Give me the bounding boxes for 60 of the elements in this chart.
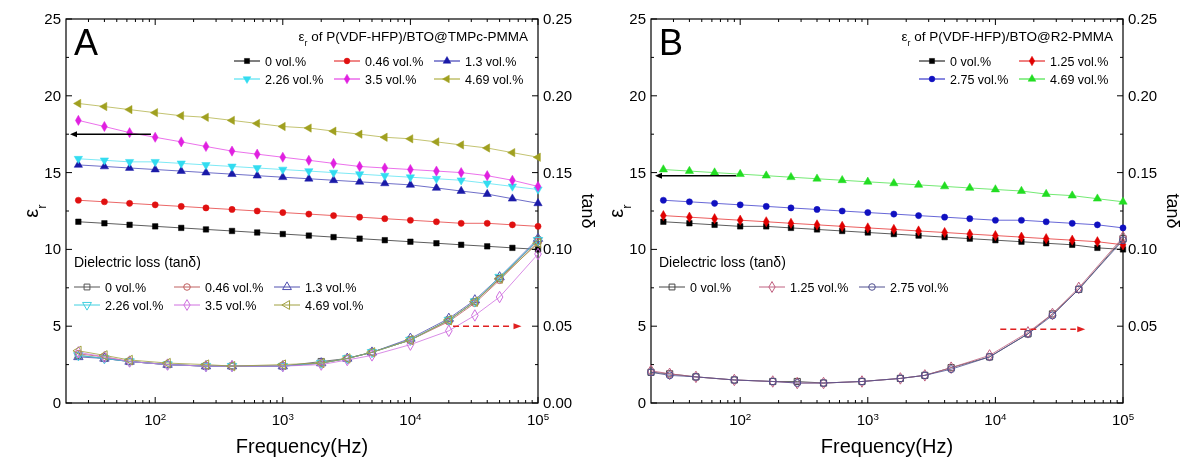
legend-label: 2.26 vol.% [105, 298, 164, 313]
x-tick-label: 10$^{2}$ [144, 410, 167, 428]
legend-label: 4.69 vol.% [305, 298, 364, 313]
legend-title: ε$_{r}$ of P(VDF-HFP)/BTO@TMPc-PMMA [298, 29, 528, 48]
y2-tick-label: 0.05 [543, 317, 573, 335]
y-tick-label: 20 [629, 86, 646, 104]
y2-tick-label: 0.20 [543, 86, 573, 104]
y-tick-label: 25 [44, 10, 61, 27]
y-tick-label: 15 [629, 163, 646, 181]
x-axis-title: Frequency(Hz) [235, 435, 369, 457]
legend-label: 1.3 vol.% [465, 54, 517, 69]
legend-label: 0 vol.% [690, 280, 731, 295]
annotation: Dielectric loss (tanδ) [74, 254, 201, 270]
y2-tick-label: 0.20 [1128, 86, 1158, 104]
legend-label: 1.25 vol.% [790, 280, 849, 295]
x-tick-label: 10$^{5}$ [526, 410, 550, 428]
y-tick-label: 10 [44, 240, 61, 258]
x-tick-label: 10$^{3}$ [271, 410, 294, 428]
legend-label: 0 vol.% [950, 54, 991, 69]
legend-label: 2.26 vol.% [265, 72, 324, 87]
legend-label: 0.46 vol.% [365, 54, 424, 69]
legend-label: 2.75 vol.% [890, 280, 949, 295]
y2-tick-label: 0.10 [543, 240, 573, 258]
y2-axis-title: tanδ [1163, 193, 1183, 229]
legend-label: 4.69 vol.% [465, 72, 524, 87]
legend-label: 3.5 vol.% [365, 72, 417, 87]
y2-tick-label: 0.25 [1128, 10, 1158, 27]
legend-title: ε$_{r}$ of P(VDF-HFP)/BTO@R2-PMMA [901, 29, 1113, 48]
legend-label: 3.5 vol.% [205, 298, 257, 313]
legend-label: 2.75 vol.% [950, 72, 1009, 87]
y-tick-label: 15 [44, 163, 61, 181]
annotation: Dielectric loss (tanδ) [659, 254, 786, 270]
y-tick-label: 20 [44, 86, 61, 104]
y-tick-label: 0 [637, 394, 646, 411]
x-tick-label: 10$^{4}$ [399, 410, 423, 428]
y2-tick-label: 0.05 [1128, 317, 1158, 335]
legend-label: 4.69 vol.% [1050, 72, 1109, 87]
y2-tick-label: 0.25 [543, 10, 573, 27]
y2-tick-label: 0.00 [543, 394, 573, 411]
x-tick-label: 10$^{2}$ [729, 410, 752, 428]
annotation: B [659, 22, 684, 63]
legend-label: 0.46 vol.% [205, 280, 264, 295]
y2-tick-label: 0.15 [1128, 163, 1158, 181]
legend-label: 1.3 vol.% [305, 280, 357, 295]
y2-axis-title: tanδ [578, 193, 598, 229]
y-tick-label: 0 [52, 394, 61, 411]
y2-tick-label: 0.15 [543, 163, 573, 181]
y-tick-label: 5 [52, 317, 61, 335]
x-tick-label: 10$^{4}$ [984, 410, 1008, 428]
x-axis-title: Frequency(Hz) [820, 435, 954, 457]
x-tick-label: 10$^{3}$ [856, 410, 879, 428]
x-tick-label: 10$^{5}$ [1111, 410, 1135, 428]
legend-label: 1.25 vol.% [1050, 54, 1109, 69]
annotation: A [74, 22, 99, 63]
y-tick-label: 25 [629, 10, 646, 27]
legend-label: 0 vol.% [105, 280, 146, 295]
y-tick-label: 5 [637, 317, 646, 335]
y-tick-label: 10 [629, 240, 646, 258]
legend-label: 0 vol.% [265, 54, 306, 69]
y2-tick-label: 0.10 [1128, 240, 1158, 258]
